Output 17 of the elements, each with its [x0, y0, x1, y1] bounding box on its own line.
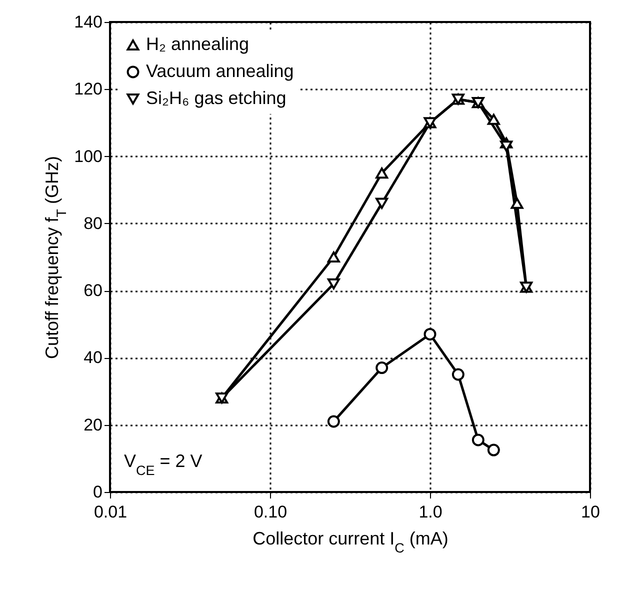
x-axis-title: Collector current I$_{C}$ (mA): [252, 528, 448, 555]
annotation: V$_{CE}$ = 2 V: [124, 451, 202, 478]
y-tick-label: 0: [93, 482, 102, 502]
y-tick-label: 140: [74, 12, 102, 32]
y-tick-label: 80: [84, 214, 102, 233]
legend-label: Si₂H₆ gas etching: [146, 88, 286, 108]
y-tick-label: 100: [74, 146, 102, 166]
y-tick-label: 60: [84, 281, 102, 300]
legend-label: Vacuum annealing: [146, 61, 294, 81]
y-tick-label: 120: [74, 80, 102, 99]
x-tick-label: 0.01: [94, 502, 128, 522]
x-tick-label: 1.0: [418, 502, 442, 522]
y-tick-label: 20: [84, 415, 102, 434]
x-tick-label: 0.10: [254, 502, 288, 522]
x-tick-label: 10: [581, 502, 600, 522]
y-tick-label: 40: [84, 348, 102, 368]
legend-label: H₂ annealing: [146, 34, 250, 54]
